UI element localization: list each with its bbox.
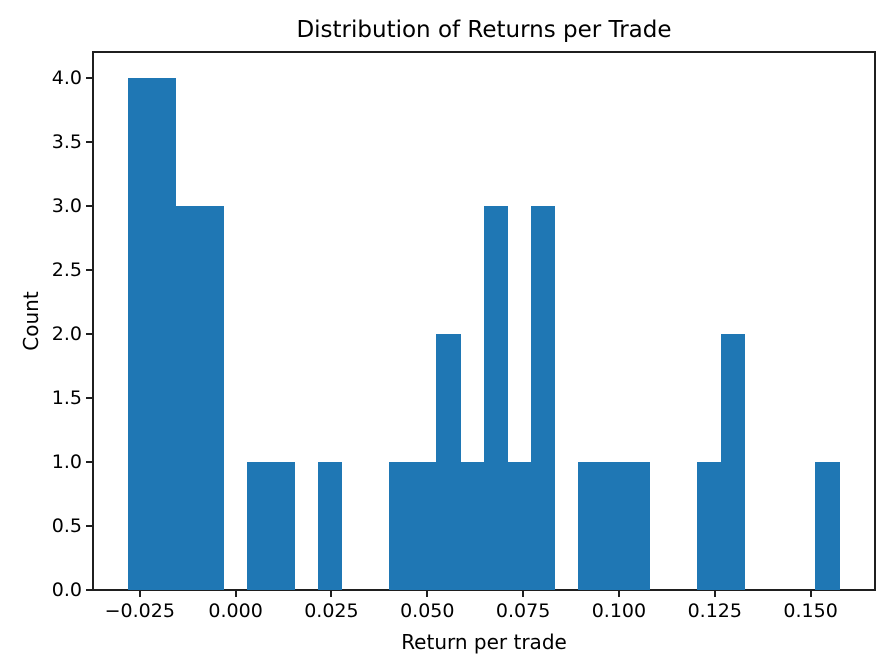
- histogram-bar: [151, 77, 177, 590]
- histogram-bar: [530, 205, 556, 590]
- chart-title: Distribution of Returns per Trade: [296, 17, 672, 43]
- y-tick-mark: [86, 524, 93, 527]
- x-tick-mark: [809, 590, 812, 597]
- x-tick-label: 0.150: [783, 600, 838, 622]
- x-tick-label: 0.100: [591, 600, 647, 622]
- x-tick-mark: [713, 590, 716, 597]
- y-tick-mark: [86, 204, 93, 207]
- y-tick-label: 0.0: [51, 579, 82, 601]
- x-tick-label: 0.125: [687, 600, 742, 622]
- plot-area: [93, 52, 875, 590]
- x-tick-label: 0.000: [208, 600, 263, 622]
- y-tick-label: 4.0: [51, 66, 82, 89]
- x-tick-mark: [617, 590, 620, 597]
- y-tick-mark: [86, 589, 93, 591]
- x-tick-mark: [426, 590, 429, 597]
- histogram-bar: [270, 461, 295, 590]
- y-tick-label: 2.5: [51, 258, 82, 281]
- x-tick-label: 0.050: [400, 600, 455, 622]
- histogram-bar: [483, 205, 509, 590]
- y-tick-mark: [86, 460, 93, 463]
- x-tick-label: 0.075: [495, 600, 551, 622]
- x-tick-label: 0.025: [304, 600, 359, 622]
- histogram-bar: [412, 461, 437, 590]
- y-tick-label: 3.5: [51, 130, 82, 153]
- histogram-bar: [815, 461, 840, 590]
- histogram-bar: [246, 461, 272, 590]
- y-tick-mark: [86, 268, 93, 271]
- y-tick-label: 1.5: [51, 386, 82, 409]
- x-tick-mark: [522, 590, 525, 597]
- x-tick-label: −0.025: [104, 600, 175, 622]
- histogram-bar: [175, 205, 200, 590]
- y-tick-mark: [86, 76, 93, 79]
- y-tick-label: 3.0: [51, 194, 82, 217]
- histogram-bar: [317, 461, 343, 590]
- histogram-bar: [459, 461, 485, 590]
- histogram-bar: [199, 205, 224, 590]
- y-tick-label: 1.0: [51, 450, 82, 473]
- histogram-bar: [507, 461, 532, 590]
- x-axis-label: Return per trade: [401, 630, 567, 654]
- histogram-bar: [625, 461, 651, 590]
- histogram-bar: [696, 461, 722, 590]
- x-tick-mark: [234, 590, 237, 597]
- y-tick-mark: [86, 332, 93, 335]
- histogram-bar: [388, 461, 414, 590]
- x-tick-mark: [138, 590, 141, 597]
- x-tick-mark: [330, 590, 333, 597]
- y-tick-label: 0.5: [51, 514, 82, 537]
- y-tick-mark: [86, 396, 93, 399]
- histogram-bar: [128, 77, 153, 590]
- y-tick-label: 2.0: [51, 322, 82, 345]
- axes-frame: [92, 51, 876, 591]
- histogram-bar: [578, 461, 603, 590]
- y-axis-label: Count: [19, 291, 43, 351]
- histogram-bar: [720, 333, 746, 590]
- histogram-bar: [602, 461, 627, 590]
- y-tick-mark: [86, 140, 93, 143]
- histogram-bar: [436, 333, 461, 590]
